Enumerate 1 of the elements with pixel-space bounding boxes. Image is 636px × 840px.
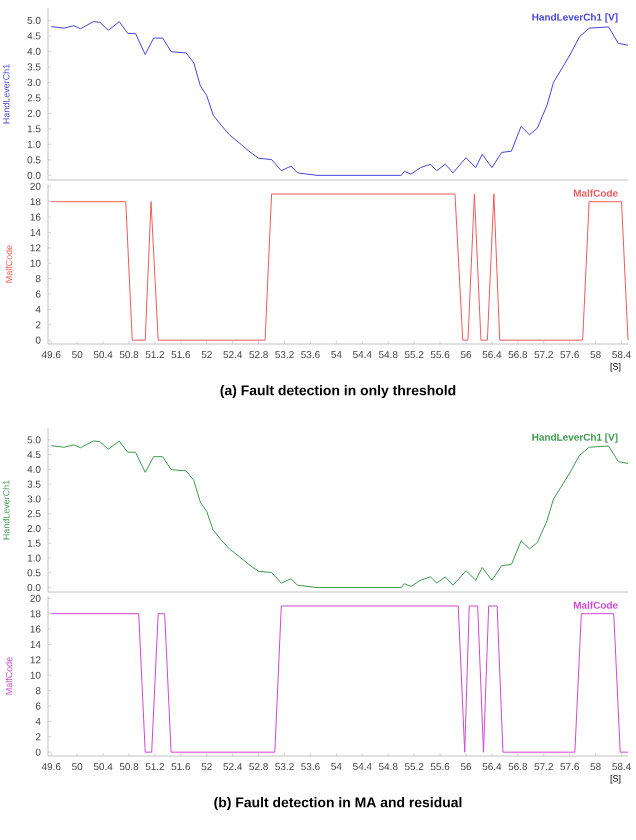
line-series [50, 21, 629, 176]
